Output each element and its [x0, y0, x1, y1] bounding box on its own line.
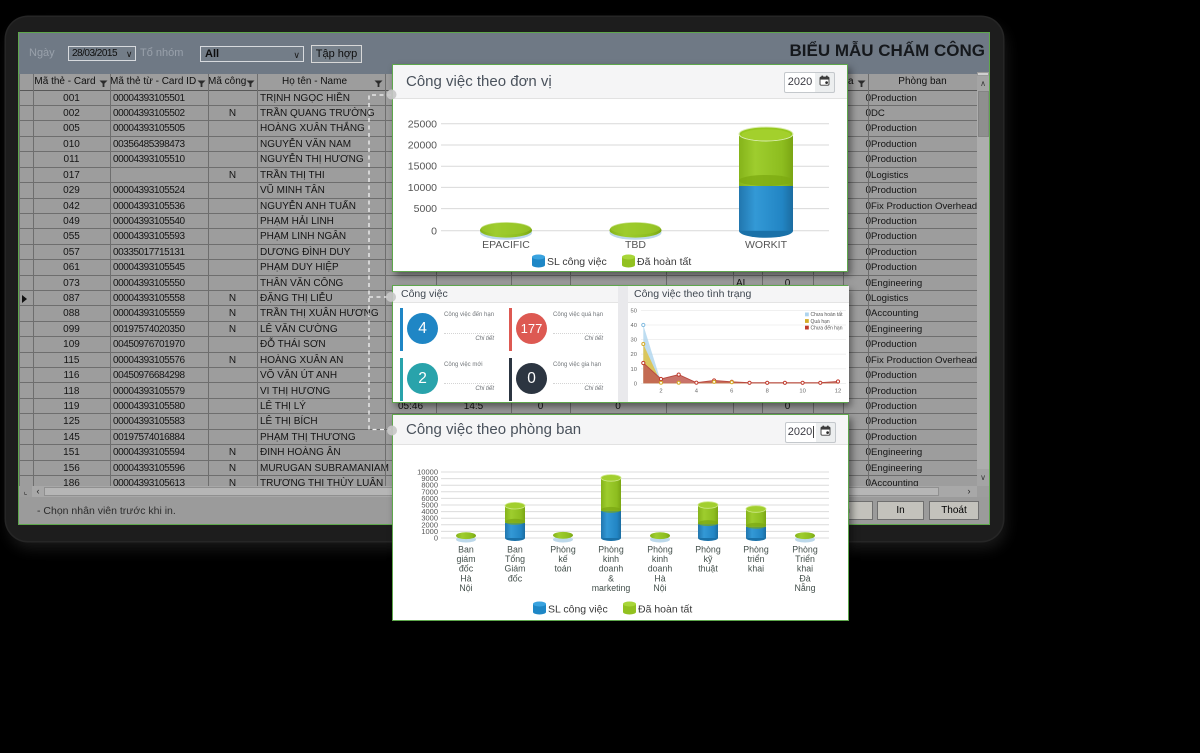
svg-text:Quá hạn: Quá hạn: [811, 319, 830, 325]
svg-text:Phòng: Phòng: [792, 545, 818, 555]
svg-text:Chưa đến hạn: Chưa đến hạn: [811, 325, 843, 331]
svg-text:TBD: TBD: [625, 239, 646, 251]
svg-text:4000: 4000: [421, 507, 438, 516]
svg-text:1000: 1000: [421, 527, 438, 536]
svg-text:Nẵng: Nẵng: [794, 583, 815, 593]
svg-text:7000: 7000: [421, 487, 438, 496]
svg-text:toán: toán: [554, 564, 571, 574]
svg-text:12: 12: [835, 389, 841, 395]
svg-text:Phòng: Phòng: [695, 545, 721, 555]
svg-text:kỹ: kỹ: [704, 554, 713, 564]
svg-text:3000: 3000: [421, 514, 438, 523]
svg-text:0: 0: [634, 381, 637, 387]
svg-text:Chưa hoàn tất: Chưa hoàn tất: [811, 312, 844, 318]
svg-text:40: 40: [631, 323, 637, 329]
svg-text:Triển: Triển: [795, 554, 815, 564]
svg-text:0: 0: [431, 225, 437, 237]
svg-text:Phòng: Phòng: [550, 545, 576, 555]
svg-text:Hà: Hà: [460, 573, 471, 583]
svg-text:6000: 6000: [421, 494, 438, 503]
svg-text:20000: 20000: [408, 140, 437, 152]
svg-text:EPACIFIC: EPACIFIC: [482, 239, 530, 251]
svg-text:2: 2: [659, 389, 662, 395]
svg-text:5000: 5000: [414, 203, 438, 215]
svg-text:15000: 15000: [408, 161, 437, 173]
svg-text:Giám: Giám: [504, 564, 525, 574]
svg-text:Ban: Ban: [458, 545, 474, 555]
svg-text:30: 30: [631, 338, 637, 344]
svg-text:doanh: doanh: [599, 564, 624, 574]
svg-text:SL công việc: SL công việc: [547, 256, 607, 268]
svg-text:Ban: Ban: [507, 545, 523, 555]
svg-text:thuật: thuật: [698, 564, 718, 574]
svg-text:10000: 10000: [417, 468, 438, 477]
svg-text:kinh: kinh: [652, 554, 668, 564]
svg-text:triển: triển: [747, 554, 764, 564]
svg-text:9000: 9000: [421, 474, 438, 483]
svg-text:Tổng: Tổng: [505, 554, 525, 564]
svg-text:Nội: Nội: [459, 583, 472, 593]
svg-text:Nội: Nội: [653, 583, 666, 593]
svg-text:marketing: marketing: [592, 583, 631, 593]
svg-text:SL công việc: SL công việc: [548, 604, 608, 616]
svg-text:Đà: Đà: [799, 573, 810, 583]
svg-text:WORKIT: WORKIT: [745, 239, 788, 251]
svg-text:đốc: đốc: [459, 564, 474, 574]
svg-text:5000: 5000: [421, 501, 438, 510]
svg-text:khai: khai: [797, 564, 813, 574]
svg-text:8000: 8000: [421, 481, 438, 490]
svg-text:0: 0: [434, 534, 438, 543]
svg-text:giám: giám: [456, 554, 475, 564]
svg-text:đốc: đốc: [508, 573, 523, 583]
svg-text:&: &: [608, 573, 614, 583]
svg-text:10000: 10000: [408, 182, 437, 194]
svg-text:Đã hoàn tất: Đã hoàn tất: [638, 604, 692, 616]
svg-text:doanh: doanh: [648, 564, 673, 574]
svg-text:25000: 25000: [408, 118, 437, 130]
svg-text:10: 10: [631, 367, 637, 373]
svg-text:20: 20: [631, 352, 637, 358]
svg-text:Phòng: Phòng: [598, 545, 624, 555]
svg-text:Phòng: Phòng: [647, 545, 673, 555]
svg-text:50: 50: [631, 308, 637, 314]
svg-text:Hà: Hà: [654, 573, 665, 583]
svg-text:4: 4: [695, 389, 699, 395]
svg-text:kế: kế: [558, 554, 567, 564]
svg-text:8: 8: [766, 389, 769, 395]
svg-text:10: 10: [799, 389, 805, 395]
svg-text:kinh: kinh: [603, 554, 619, 564]
svg-text:khai: khai: [748, 564, 764, 574]
svg-text:2000: 2000: [421, 520, 438, 529]
svg-text:Phòng: Phòng: [743, 545, 769, 555]
svg-text:6: 6: [730, 389, 733, 395]
svg-text:Đã hoàn tất: Đã hoàn tất: [637, 256, 691, 268]
